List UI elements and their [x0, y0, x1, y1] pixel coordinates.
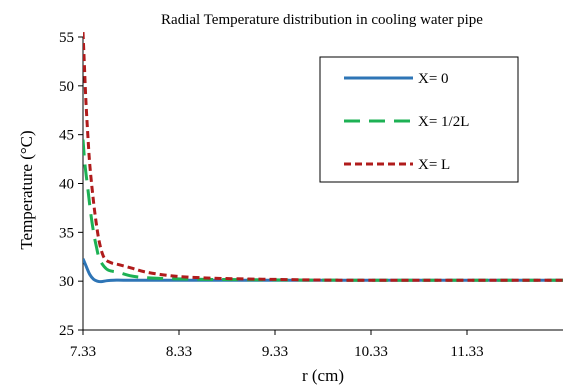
- legend-label-2: X= L: [418, 157, 450, 173]
- y-tick-label: 40: [59, 177, 74, 193]
- series-line-2: [83, 32, 563, 282]
- y-tick-label: 45: [59, 128, 74, 144]
- x-axis-title: r (cm): [302, 366, 344, 385]
- chart-title: Radial Temperature distribution in cooli…: [161, 12, 483, 28]
- series-lines: [83, 32, 563, 284]
- x-tick-label: 7.33: [70, 344, 96, 360]
- axes: [78, 36, 563, 335]
- x-tick-labels: 7.33 8.33 9.33 10.33 11.33: [70, 344, 484, 360]
- y-tick-labels: 25 30 35 40 45 50 55: [59, 30, 74, 339]
- x-tick-label: 10.33: [354, 344, 388, 360]
- legend-label-1: X= 1/2L: [418, 114, 469, 130]
- y-tick-label: 50: [59, 79, 74, 95]
- y-axis-title: Temperature (°C): [17, 130, 36, 249]
- legend-label-0: X= 0: [418, 71, 449, 87]
- x-tick-label: 9.33: [262, 344, 288, 360]
- legend: X= 0 X= 1/2L X= L: [319, 56, 519, 183]
- y-tick-label: 55: [59, 30, 74, 46]
- x-tick-label: 11.33: [450, 344, 483, 360]
- x-tick-label: 8.33: [166, 344, 192, 360]
- y-tick-label: 30: [59, 274, 74, 290]
- y-tick-label: 25: [59, 323, 74, 339]
- y-tick-label: 35: [59, 225, 74, 241]
